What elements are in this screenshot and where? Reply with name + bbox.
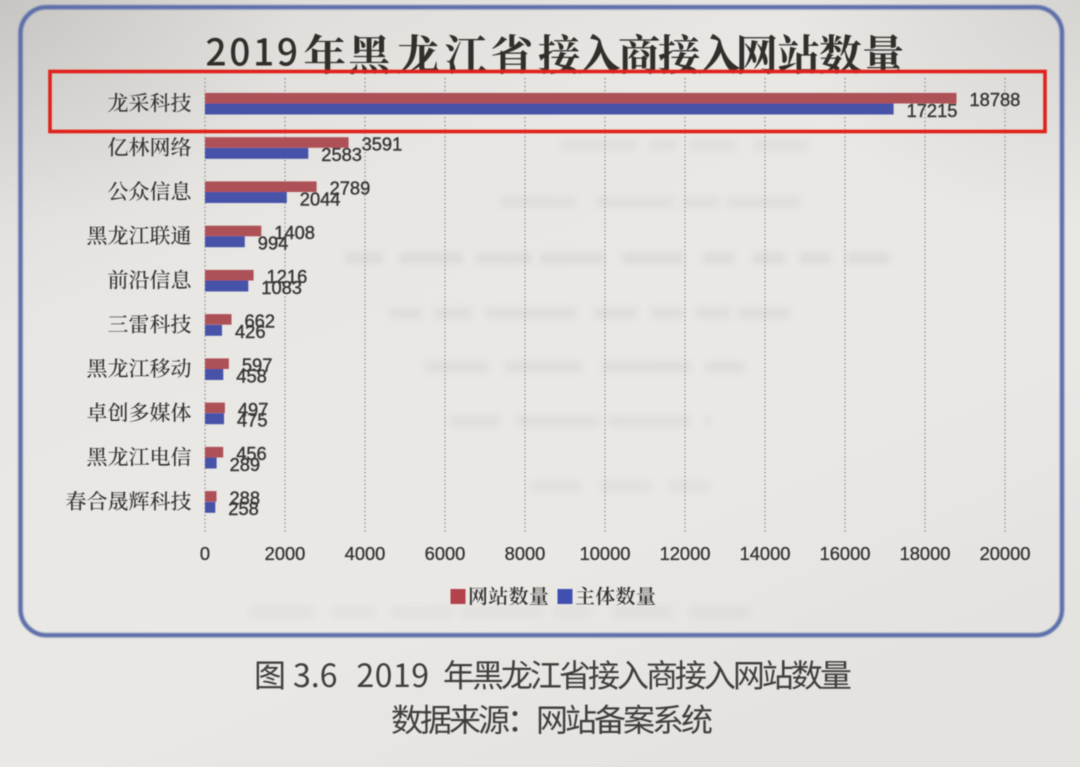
svg-text:10000: 10000 <box>580 543 631 564</box>
svg-text:18788: 18788 <box>970 89 1021 110</box>
svg-text:8000: 8000 <box>505 543 546 564</box>
svg-text:18000: 18000 <box>900 543 951 564</box>
svg-text:12000: 12000 <box>660 543 711 564</box>
svg-text:456: 456 <box>236 443 267 464</box>
svg-text:289: 289 <box>230 454 261 475</box>
svg-text:20000: 20000 <box>980 543 1031 564</box>
svg-text:1216: 1216 <box>267 266 308 287</box>
svg-text:1408: 1408 <box>274 222 315 243</box>
svg-text:16000: 16000 <box>820 543 871 564</box>
svg-text:2044: 2044 <box>300 188 341 209</box>
svg-text:288: 288 <box>230 487 261 508</box>
svg-text:2000: 2000 <box>265 543 306 564</box>
svg-text:597: 597 <box>242 355 273 376</box>
svg-text:6000: 6000 <box>425 543 466 564</box>
svg-text:475: 475 <box>237 410 268 431</box>
svg-text:17215: 17215 <box>907 100 958 121</box>
svg-text:458: 458 <box>236 365 267 386</box>
svg-text:2789: 2789 <box>330 178 371 199</box>
svg-text:662: 662 <box>245 310 276 331</box>
svg-text:497: 497 <box>238 399 269 420</box>
svg-text:258: 258 <box>228 498 259 519</box>
svg-text:994: 994 <box>258 233 289 254</box>
svg-text:14000: 14000 <box>740 543 791 564</box>
svg-text:426: 426 <box>235 321 266 342</box>
svg-text:4000: 4000 <box>345 543 386 564</box>
svg-text:2583: 2583 <box>321 144 362 165</box>
svg-text:3591: 3591 <box>362 133 403 154</box>
svg-text:0: 0 <box>200 543 210 564</box>
svg-text:1083: 1083 <box>261 277 302 298</box>
